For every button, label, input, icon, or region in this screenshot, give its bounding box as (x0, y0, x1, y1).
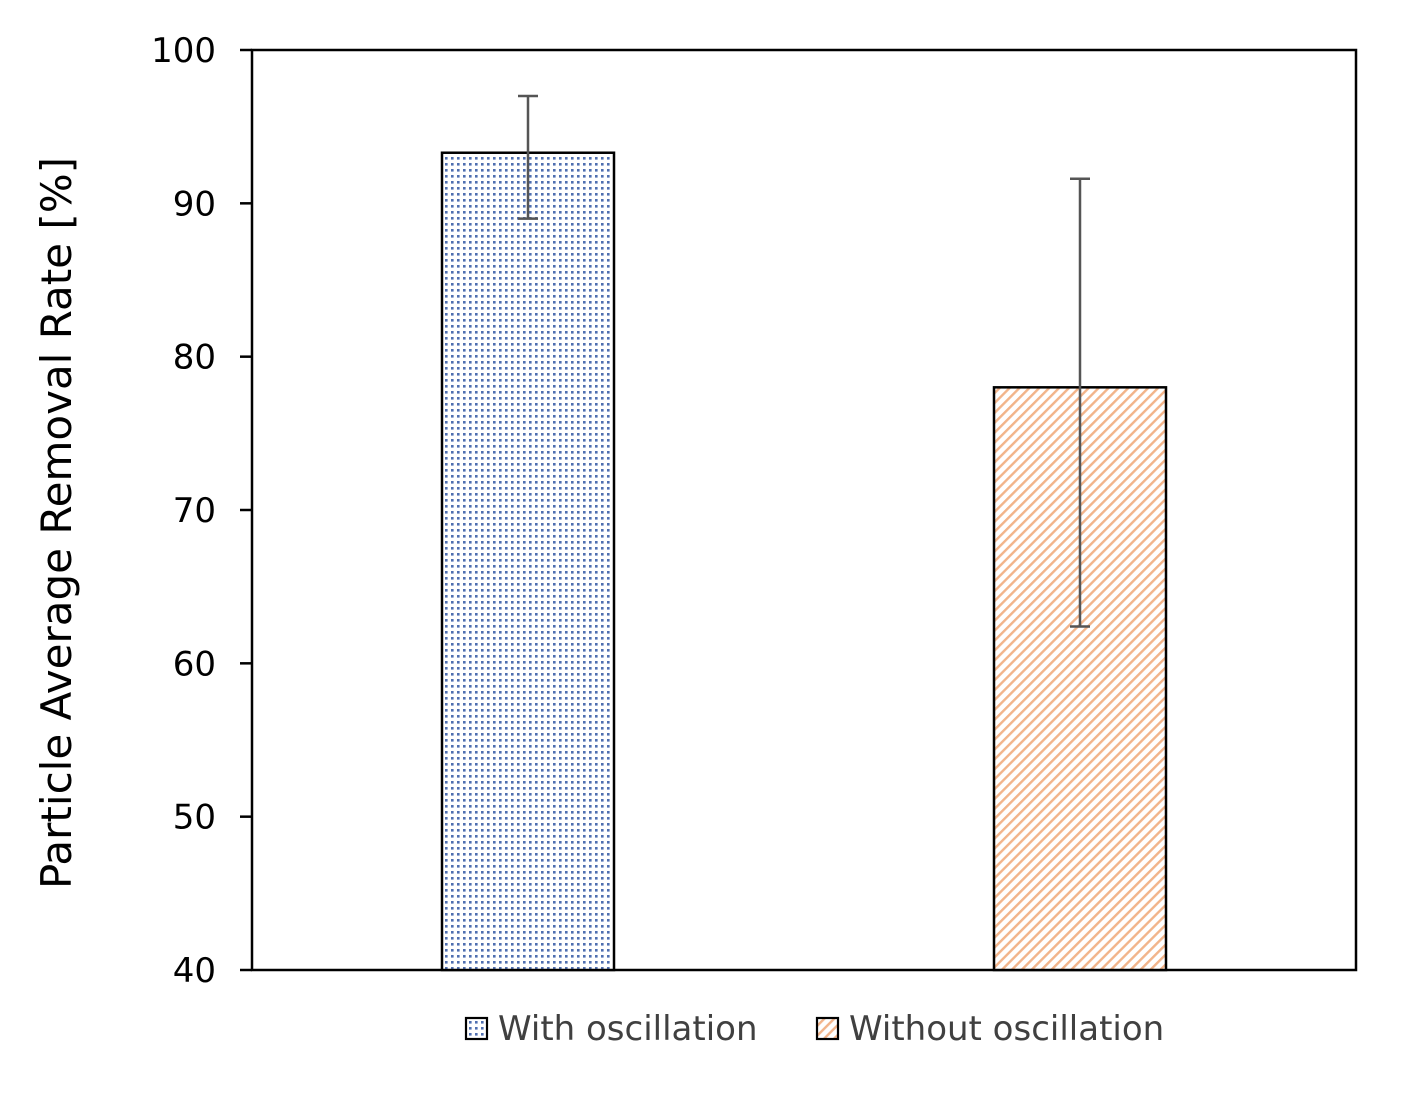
y-tick-label: 50 (173, 798, 216, 838)
legend-swatch-without-oscillation (815, 1016, 840, 1041)
legend: With oscillation Without oscillation (464, 1009, 1164, 1049)
error-bar-without-oscillation (1070, 177, 1090, 628)
error-bar-with-oscillation (518, 94, 538, 220)
y-tick-label: 60 (173, 644, 216, 684)
y-tick-label: 90 (173, 184, 216, 224)
legend-label-with-oscillation: With oscillation (498, 1009, 758, 1049)
y-tick-label: 100 (151, 31, 216, 71)
legend-swatch-with-oscillation (464, 1016, 489, 1041)
plot-area-frame (250, 48, 1358, 972)
y-tick-label: 80 (173, 338, 216, 378)
y-tick-label: 70 (173, 491, 216, 531)
bar-with-oscillation (440, 151, 616, 972)
y-axis-title: Particle Average Removal Rate [%] (32, 157, 81, 889)
legend-label-without-oscillation: Without oscillation (849, 1009, 1164, 1049)
y-tick-label: 40 (173, 951, 216, 991)
